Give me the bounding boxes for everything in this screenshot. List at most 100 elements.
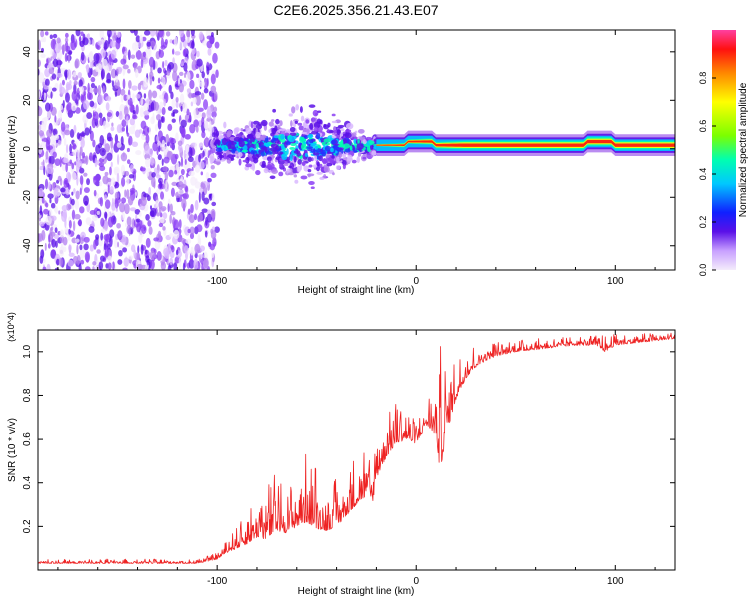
noise-blob: [149, 156, 155, 166]
energy-blob: [260, 119, 268, 127]
spectrogram-y-label: Frequency (Hz): [7, 116, 18, 185]
noise-blob: [194, 164, 201, 173]
colorbar-tick-label: 0.4: [698, 168, 708, 181]
noise-blob: [83, 100, 90, 110]
energy-blob: [289, 126, 296, 133]
energy-blob: [336, 128, 341, 135]
energy-blob: [265, 150, 273, 155]
noise-blob: [96, 210, 100, 215]
noise-blob: [63, 137, 67, 146]
noise-blob: [65, 70, 68, 81]
energy-blob: [312, 152, 320, 156]
energy-blob: [323, 166, 330, 173]
noise-blob: [179, 93, 185, 105]
energy-blob: [331, 155, 335, 159]
noise-blob: [178, 30, 184, 38]
energy-blob: [306, 173, 315, 177]
noise-blob: [178, 71, 184, 77]
noise-blob: [54, 115, 57, 123]
energy-blob: [271, 119, 275, 122]
noise-blob: [144, 249, 148, 255]
noise-blob: [64, 37, 69, 43]
noise-blob: [38, 160, 41, 170]
noise-blob: [159, 101, 164, 110]
noise-blob: [59, 104, 63, 111]
noise-blob: [210, 172, 217, 179]
noise-blob: [184, 158, 187, 166]
noise-blob: [50, 56, 53, 61]
energy-blob: [305, 119, 310, 124]
noise-blob: [150, 40, 156, 48]
noise-blob: [162, 60, 165, 69]
noise-blob: [168, 169, 174, 178]
noise-blob: [147, 220, 152, 227]
noise-blob: [52, 151, 57, 158]
energy-blob: [323, 174, 327, 179]
noise-blob: [59, 246, 65, 257]
noise-blob: [51, 215, 57, 221]
snr-x-axis: -100 0 100: [57, 330, 656, 587]
noise-blob: [46, 263, 51, 270]
noise-blob: [171, 99, 176, 109]
energy-blob: [279, 157, 283, 161]
energy-blob: [286, 148, 289, 155]
noise-blob: [103, 194, 108, 201]
noise-blob: [47, 193, 54, 199]
noise-blob: [96, 249, 101, 254]
noise-blob: [207, 177, 212, 183]
energy-blob: [234, 127, 240, 133]
noise-blob: [71, 191, 74, 196]
noise-blob: [182, 48, 187, 57]
noise-blob: [215, 69, 219, 78]
band-layer: [376, 139, 675, 147]
noise-blob: [43, 208, 49, 215]
noise-blob: [186, 173, 189, 178]
noise-blob: [127, 68, 131, 74]
noise-blob: [155, 30, 158, 37]
noise-blob: [45, 150, 49, 160]
noise-blob: [163, 146, 169, 153]
noise-blob: [104, 211, 108, 219]
snr-y-label: SNR (10 * v/v): [7, 418, 18, 482]
noise-blob: [84, 127, 90, 136]
figure-title: C2E6.2025.356.21.43.E07: [273, 2, 438, 18]
noise-blob: [140, 120, 147, 130]
y-tick-label: 0.8: [22, 388, 33, 402]
energy-blob: [284, 132, 290, 137]
noise-blob: [123, 257, 129, 267]
noise-blob: [92, 139, 96, 148]
noise-blob: [188, 92, 193, 99]
noise-blob: [67, 259, 74, 267]
noise-blob: [213, 91, 218, 102]
y-tick-label: 0.2: [22, 519, 33, 533]
noise-blob: [77, 220, 82, 226]
noise-blob: [167, 106, 173, 111]
spectrogram-panel: -100 0 100 -40 -20 0 20 40 Height of straight …: [7, 29, 676, 296]
noise-blob: [188, 146, 193, 158]
spectrogram-x-label: Height of straight line (km): [298, 285, 415, 296]
noise-blob: [45, 139, 51, 151]
energy-blob: [268, 159, 271, 164]
energy-blob: [321, 141, 326, 146]
noise-blob: [49, 34, 53, 40]
noise-blob: [194, 91, 202, 96]
noise-blob: [168, 233, 174, 238]
noise-blob: [64, 226, 69, 234]
noise-blob: [38, 59, 42, 68]
noise-blob: [186, 88, 192, 94]
colorbar: 0.0 0.2 0.4 0.6 0.8 Normalized spectral ampl…: [698, 30, 749, 276]
noise-blob: [42, 159, 45, 169]
noise-blob: [115, 207, 118, 212]
noise-blob: [200, 92, 205, 100]
noise-blob: [211, 132, 217, 138]
noise-blob: [79, 187, 82, 195]
noise-blob: [210, 38, 215, 44]
noise-blob: [164, 38, 168, 45]
noise-blob: [120, 94, 124, 103]
energy-blob: [316, 161, 320, 167]
noise-blob: [140, 244, 144, 255]
energy-blob: [316, 171, 323, 175]
noise-blob: [100, 68, 105, 80]
energy-blob: [297, 159, 302, 165]
energy-blob: [278, 128, 287, 132]
